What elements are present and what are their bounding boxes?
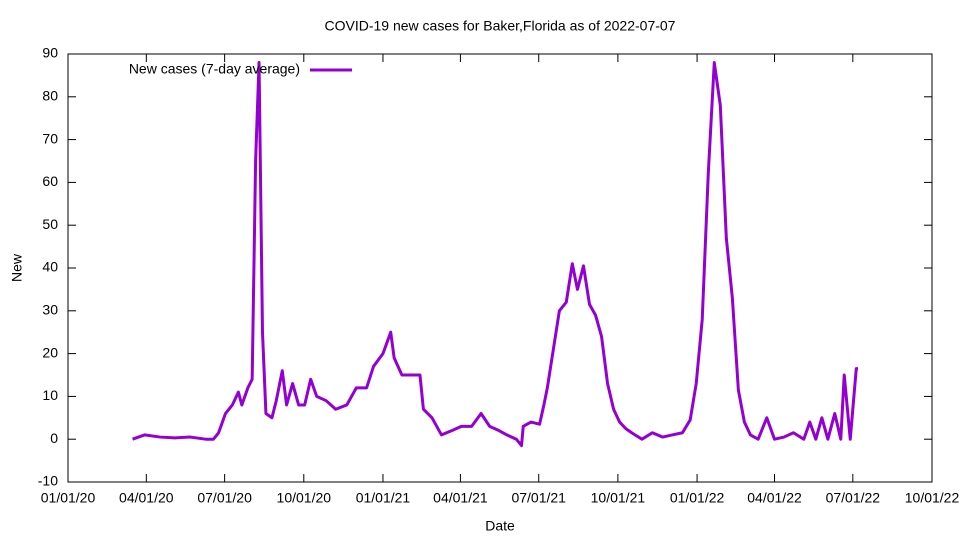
data-line [132,61,858,448]
x-tick-label: 04/01/21 [433,490,488,506]
y-tick-label: 20 [42,344,58,360]
chart-title: COVID-19 new cases for Baker,Florida as … [325,18,676,34]
x-tick-label: 10/01/20 [277,490,332,506]
plot-frame [67,53,933,483]
x-tick-label: 07/01/20 [197,490,252,506]
x-tick-label: 01/01/22 [670,490,725,506]
x-tick-label: 07/01/21 [511,490,566,506]
x-tick-label: 07/01/22 [826,490,881,506]
y-axis-label: New [9,253,25,282]
x-axis-label: Date [485,518,515,534]
y-tick-label: 10 [42,387,58,403]
y-tick-label: 80 [42,88,58,104]
x-tick-label: 10/01/22 [905,490,960,506]
legend-label: New cases (7-day average) [129,61,300,77]
y-tick-label: 90 [42,45,58,61]
y-tick-label: -10 [38,473,58,489]
x-tick-label: 01/01/20 [41,490,96,506]
y-tick-label: 0 [50,430,58,446]
x-tick-label: 01/01/21 [356,490,411,506]
x-tick-label: 04/01/20 [119,490,174,506]
y-tick-label: 40 [42,259,58,275]
y-tick-label: 30 [42,302,58,318]
x-tick-label: 10/01/21 [591,490,646,506]
y-tick-label: 50 [42,216,58,232]
y-tick-label: 60 [42,173,58,189]
x-tick-label: 04/01/22 [747,490,802,506]
y-tick-label: 70 [42,130,58,146]
